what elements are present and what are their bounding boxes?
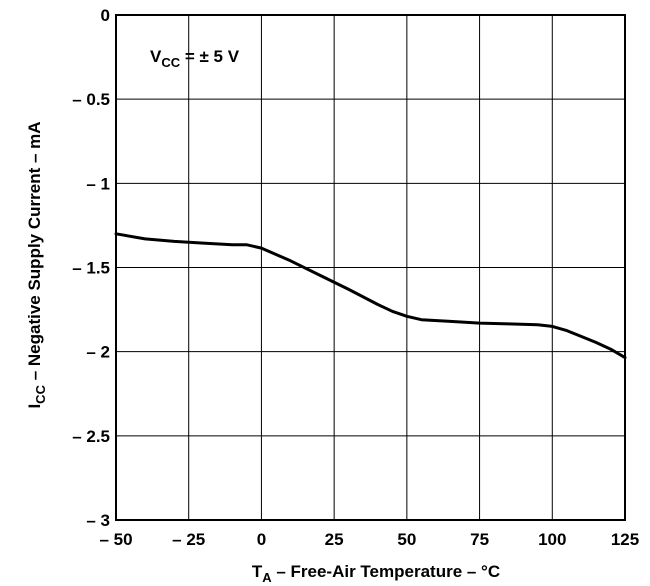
y-axis-title-sub: CC [33, 384, 48, 403]
x-tick-label: 125 [611, 530, 639, 549]
y-tick-labels: 0 – 0.5 – 1 – 1.5 – 2 – 2.5 – 3 [72, 6, 110, 530]
annotation-main: V [150, 47, 162, 66]
y-axis-title-rest: – Negative Supply Current – mA [25, 121, 44, 385]
x-tick-label: 75 [470, 530, 489, 549]
plot-frame [115, 14, 626, 521]
x-tick-label: 25 [325, 530, 344, 549]
x-axis-title-sub: A [262, 570, 272, 585]
y-tick-label: – 1.5 [72, 259, 110, 278]
x-axis-title: TA – Free-Air Temperature – °C [252, 562, 500, 585]
annotation-rest: = ± 5 V [180, 47, 240, 66]
y-tick-label: – 3 [86, 511, 110, 530]
x-tick-label: 0 [257, 530, 266, 549]
x-axis-title-rest: – Free-Air Temperature – °C [272, 562, 501, 581]
y-tick-label: 0 [101, 6, 110, 25]
series-line [114, 232, 627, 360]
annotation-vcc: VCC = ± 5 V [150, 47, 240, 70]
x-tick-label: 50 [397, 530, 416, 549]
grid [115, 14, 626, 521]
x-tick-label: – 25 [172, 530, 205, 549]
y-tick-label: – 1 [86, 174, 110, 193]
x-tick-label: 100 [538, 530, 566, 549]
series-layer [114, 232, 627, 360]
x-tick-label: – 50 [99, 530, 132, 549]
y-axis-title-main: I [25, 404, 44, 409]
y-tick-label: – 2.5 [72, 427, 110, 446]
y-tick-label: – 0.5 [72, 90, 110, 109]
y-tick-label: – 2 [86, 343, 110, 362]
x-tick-labels: – 50 – 25 0 25 50 75 100 125 [99, 530, 639, 549]
annotation-sub: CC [161, 55, 180, 70]
y-axis-title: ICC – Negative Supply Current – mA [25, 121, 48, 408]
x-axis-title-main: T [252, 562, 263, 581]
